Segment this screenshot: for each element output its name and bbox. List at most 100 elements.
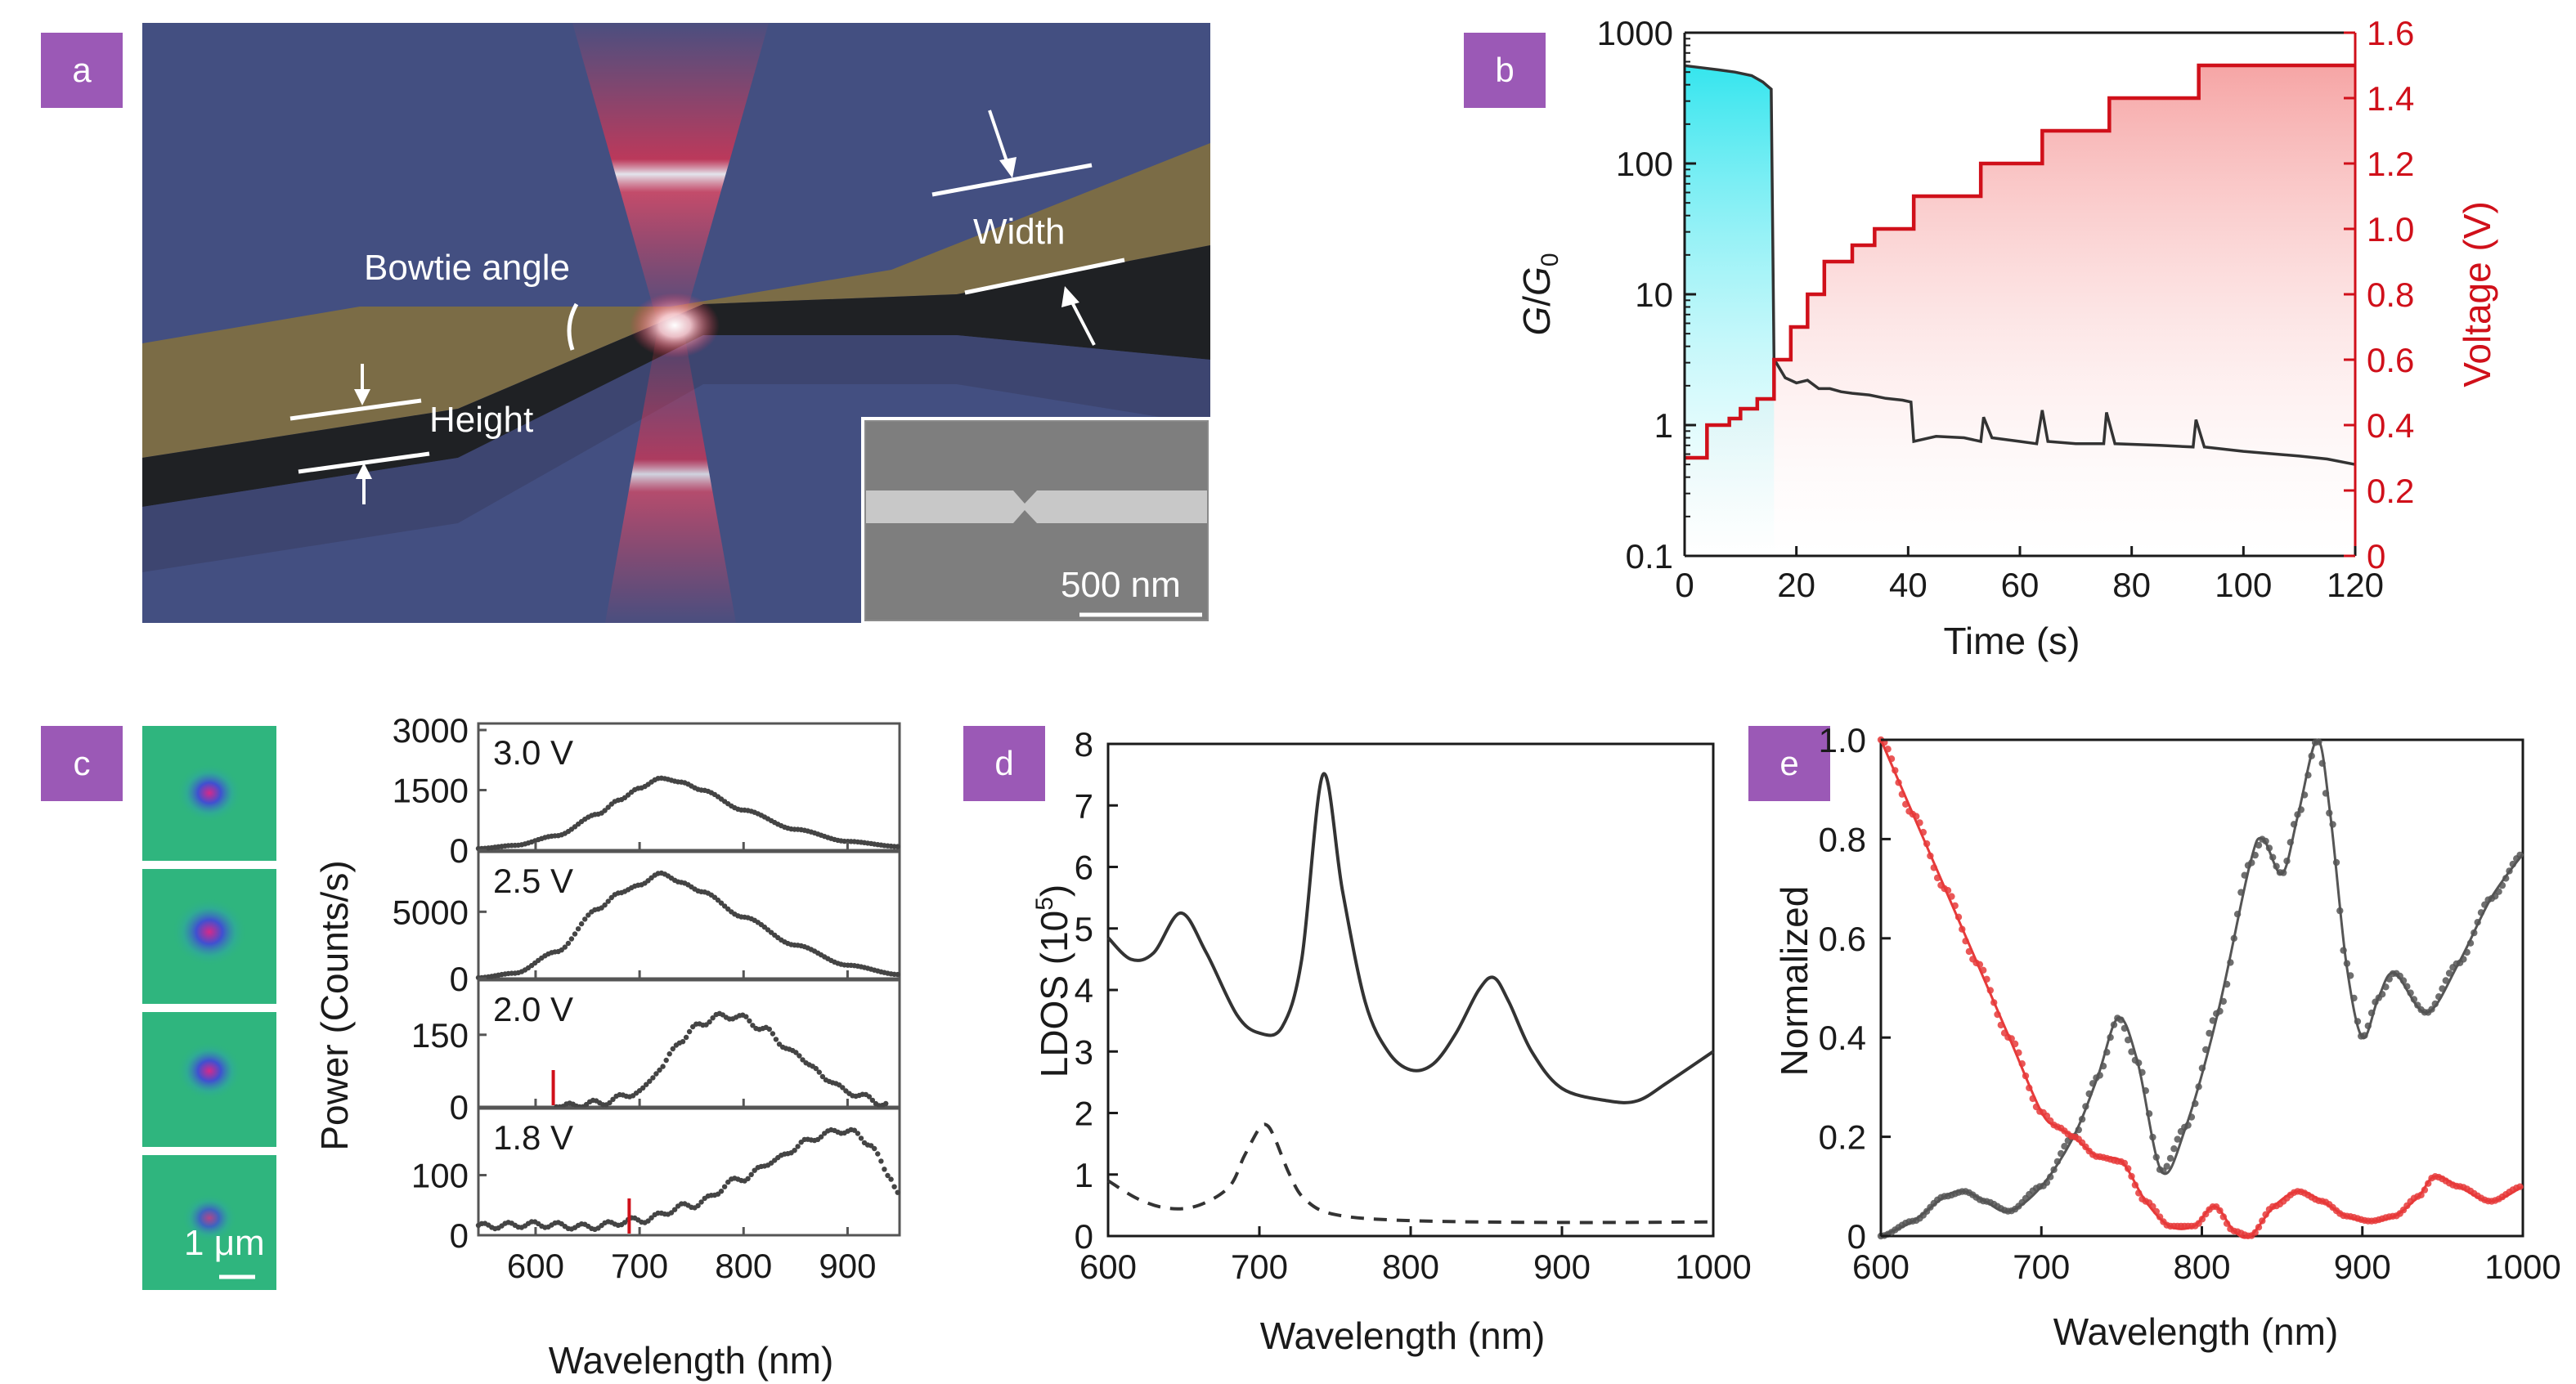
spectrum-point [698,1199,704,1205]
spectrum-red-point [2223,1220,2231,1227]
spectrum-gray-point [2439,985,2446,992]
spectrum-red-point [2251,1229,2259,1236]
spectrum-gray-point [2273,862,2280,870]
spectrum-red-point [2029,1095,2036,1103]
spectrum-point [707,1019,712,1025]
spectrum-red-point [1951,902,1959,910]
spectrum-red-point [1980,966,1987,974]
spectrum-gray-point [2336,907,2344,915]
spectrum-gray-point [2255,841,2263,849]
spectrum-point [663,1057,669,1064]
voltage-label: 2.5 V [493,862,573,900]
y-tick-label: 0 [1075,1217,1093,1256]
spectrum-red-point [2262,1211,2269,1218]
x-tick-label: 100 [2215,566,2272,604]
sem-inset: 500 nm [861,417,1212,625]
spectrum-point [660,1064,666,1069]
panel-a-badge [41,33,123,108]
spectrum-gray-point [2300,791,2309,799]
spectrum-point [607,1100,613,1106]
spectrum-gray-point [2516,851,2524,859]
spectrum-red-point [2125,1165,2132,1172]
spectrum-gray-point [2050,1166,2058,1174]
x-tick-label: 600 [1852,1247,1910,1286]
spectrum-point [882,1167,887,1172]
spectrum-point [644,1082,649,1087]
y-tick-label: 1 [1075,1156,1093,1194]
spectrum-point [572,931,578,937]
panel-e-y-label: Normalized [1773,886,1815,1077]
spectrum-gray-point [2145,1110,2153,1118]
y-right-tick-label: 1.0 [2367,210,2414,249]
spectrum-point [721,1184,728,1189]
panel-a-badge-label: a [72,51,92,89]
y-tick-label: 1500 [393,772,469,810]
spectrum-point [816,1069,822,1075]
voltage-fill [1685,65,2355,556]
y-left-tick-label: 1 [1654,406,1673,445]
spectrum-point [610,1096,616,1103]
plot-frame [1879,738,2524,1238]
spectrum-red-point [2216,1207,2224,1215]
panel-b-badge [1464,33,1546,108]
spectrum-gray-point [2184,1122,2192,1129]
height-label: Height [429,400,533,440]
spectrum-gray-point [2294,811,2301,818]
spectrum-gray-point [2442,977,2449,984]
spectrum-point [565,940,572,947]
x-tick-label: 40 [1889,566,1928,604]
spectrum-red-point [1913,813,1920,820]
spectrum-gray-point [2230,934,2237,943]
x-tick-label: 700 [2013,1247,2070,1286]
spectrum-red-point [2120,1159,2129,1167]
x-tick-label: 600 [1079,1247,1137,1286]
spectrum-gray-point [2138,1068,2146,1077]
spectrum-red-point [1902,800,1910,808]
x-tick-label: 20 [1777,566,1815,604]
y-left-tick-label: 1000 [1597,14,1673,52]
spectrum-gray-point [2343,960,2351,967]
spectrum-point [562,944,568,950]
spectrum-gray-point [2354,1018,2362,1025]
spectrum-point [895,971,900,978]
spectrum-red-point [2026,1084,2033,1092]
spectrum-gray-point [2110,1021,2118,1028]
spectrum-point [671,1207,678,1212]
subplot-frame [477,722,901,852]
y-tick-label: 5 [1075,910,1093,948]
subplot-frame [477,1107,901,1237]
spectrum-red-point [2149,1203,2156,1211]
emission-image-stack: 1 μm [142,726,276,1290]
panel-d-x-label: Wavelength (nm) [1260,1315,1546,1357]
spectrum-red-point [1994,1010,2001,1019]
spectrum-red-point [2417,1191,2425,1199]
spectrum-gray-point [2248,859,2255,867]
conductance-line [1684,64,2356,466]
spectrum-point [855,1131,861,1136]
spectrum-gray-point [2128,1048,2135,1055]
spectrum-point [683,1034,689,1041]
spectrum-point [640,1085,646,1091]
spectrum-gray-point [2431,1000,2439,1008]
panel-e-badge-label: e [1779,744,1798,782]
spectrum-point [602,902,608,908]
x-tick-label: 900 [2334,1247,2391,1286]
spectrum-red-point [2128,1172,2135,1180]
y-right-tick-label: 1.2 [2367,145,2414,183]
bowtie-rendering: Bowtie angle Width Height [142,23,1210,623]
y-tick-label: 0.8 [1819,820,1866,858]
spectrum-gray-point [2107,1033,2114,1041]
spectrum-gray-point [2283,858,2291,865]
x-tick-label: 700 [1231,1247,1288,1286]
spectrum-gray-point [2135,1059,2143,1067]
spectrum-gray-point [2241,871,2248,879]
spectrum-gray-point [2350,994,2358,1002]
spectrum-gray-point [2378,991,2386,998]
spectrum-gray-point [2502,875,2510,882]
spectrum-gray-point [2280,869,2287,876]
spectrum-point [686,1028,693,1035]
panel-c-y-label: Power (Counts/s) [313,860,356,1150]
spectrum-gray-point [2477,909,2485,916]
y-tick-label: 8 [1075,725,1093,764]
y-tick-label: 0 [450,960,469,998]
